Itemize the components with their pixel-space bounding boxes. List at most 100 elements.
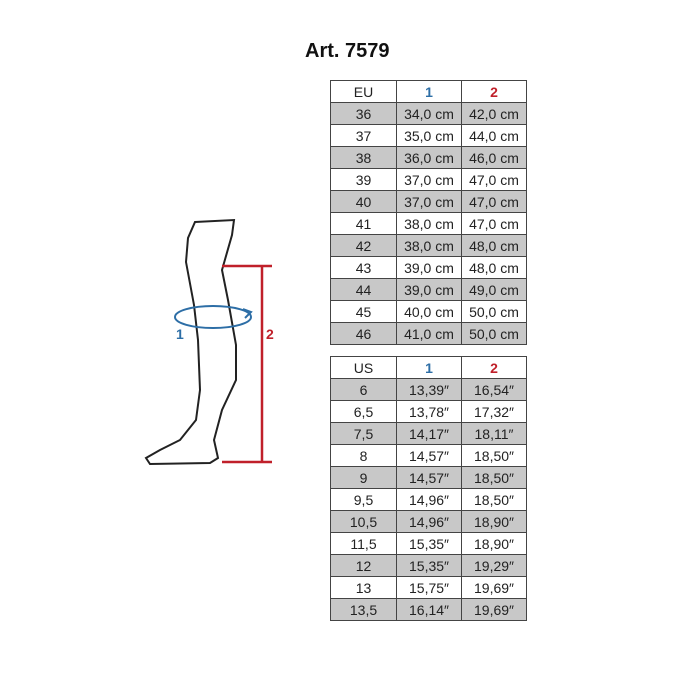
table-row: 12 15,35″ 19,29″	[330, 554, 527, 577]
table-cell: 42,0 cm	[461, 102, 527, 125]
table-cell: 14,57″	[396, 466, 462, 489]
table-cell: 15,35″	[396, 532, 462, 555]
table-cell: 40,0 cm	[396, 300, 462, 323]
table-row: 40 37,0 cm 47,0 cm	[330, 190, 527, 213]
table-cell: 46	[330, 322, 397, 345]
table-header: US 1 2	[330, 356, 527, 379]
table-cell: 41,0 cm	[396, 322, 462, 345]
table-cell: 38,0 cm	[396, 212, 462, 235]
table-cell: 18,50″	[461, 444, 527, 467]
header-cell: 2	[461, 356, 527, 379]
table-cell: 16,14″	[396, 598, 462, 621]
eu-size-table: EU 1 2 36 34,0 cm 42,0 cm 37 35,0 cm 44,0 cm 38 36…	[330, 80, 527, 345]
table-cell: 14,96″	[396, 510, 462, 533]
table-cell: 46,0 cm	[461, 146, 527, 169]
table-cell: 37	[330, 124, 397, 147]
header-cell: EU	[330, 80, 397, 103]
table-cell: 38	[330, 146, 397, 169]
table-cell: 47,0 cm	[461, 190, 527, 213]
table-cell: 48,0 cm	[461, 256, 527, 279]
table-cell: 35,0 cm	[396, 124, 462, 147]
table-row: 6 13,39″ 16,54″	[330, 378, 527, 401]
table-cell: 15,35″	[396, 554, 462, 577]
table-cell: 39,0 cm	[396, 256, 462, 279]
table-cell: 40	[330, 190, 397, 213]
table-cell: 19,29″	[461, 554, 527, 577]
table-cell: 37,0 cm	[396, 190, 462, 213]
table-row: 38 36,0 cm 46,0 cm	[330, 146, 527, 169]
table-cell: 37,0 cm	[396, 168, 462, 191]
table-header: EU 1 2	[330, 80, 527, 103]
table-cell: 17,32″	[461, 400, 527, 423]
table-cell: 39,0 cm	[396, 278, 462, 301]
measure-2-label: 2	[266, 326, 274, 342]
header-cell: 1	[396, 80, 462, 103]
table-cell: 13,5	[330, 598, 397, 621]
article-title: Art. 7579	[305, 40, 390, 62]
table-cell: 38,0 cm	[396, 234, 462, 257]
table-cell: 7,5	[330, 422, 397, 445]
table-cell: 10,5	[330, 510, 397, 533]
table-cell: 18,50″	[461, 466, 527, 489]
table-cell: 43	[330, 256, 397, 279]
table-row: 41 38,0 cm 47,0 cm	[330, 212, 527, 235]
table-row: 44 39,0 cm 49,0 cm	[330, 278, 527, 301]
table-cell: 15,75″	[396, 576, 462, 599]
table-cell: 11,5	[330, 532, 397, 555]
table-row: 10,5 14,96″ 18,90″	[330, 510, 527, 533]
table-cell: 36	[330, 102, 397, 125]
table-cell: 13	[330, 576, 397, 599]
header-cell: 1	[396, 356, 462, 379]
table-cell: 47,0 cm	[461, 212, 527, 235]
table-cell: 45	[330, 300, 397, 323]
table-cell: 39	[330, 168, 397, 191]
table-cell: 34,0 cm	[396, 102, 462, 125]
table-row: 36 34,0 cm 42,0 cm	[330, 102, 527, 125]
table-row: 42 38,0 cm 48,0 cm	[330, 234, 527, 257]
table-cell: 42	[330, 234, 397, 257]
table-row: 13 15,75″ 19,69″	[330, 576, 527, 599]
table-cell: 50,0 cm	[461, 300, 527, 323]
table-cell: 12	[330, 554, 397, 577]
table-row: 45 40,0 cm 50,0 cm	[330, 300, 527, 323]
header-cell: 2	[461, 80, 527, 103]
table-cell: 48,0 cm	[461, 234, 527, 257]
table-row: 8 14,57″ 18,50″	[330, 444, 527, 467]
table-cell: 14,57″	[396, 444, 462, 467]
table-cell: 44	[330, 278, 397, 301]
table-cell: 6,5	[330, 400, 397, 423]
us-size-table: US 1 2 6 13,39″ 16,54″ 6,5 13,78″ 17,32″ 7,5 14,17…	[330, 356, 527, 621]
table-cell: 18,11″	[461, 422, 527, 445]
table-cell: 14,17″	[396, 422, 462, 445]
table-row: 7,5 14,17″ 18,11″	[330, 422, 527, 445]
table-cell: 19,69″	[461, 598, 527, 621]
table-cell: 41	[330, 212, 397, 235]
table-cell: 19,69″	[461, 576, 527, 599]
table-cell: 18,90″	[461, 532, 527, 555]
circumference-arrow-icon	[174, 305, 252, 329]
table-row: 13,5 16,14″ 19,69″	[330, 598, 527, 621]
table-cell: 16,54″	[461, 378, 527, 401]
table-row: 46 41,0 cm 50,0 cm	[330, 322, 527, 345]
table-row: 43 39,0 cm 48,0 cm	[330, 256, 527, 279]
table-cell: 44,0 cm	[461, 124, 527, 147]
table-cell: 49,0 cm	[461, 278, 527, 301]
table-cell: 18,90″	[461, 510, 527, 533]
table-cell: 50,0 cm	[461, 322, 527, 345]
table-row: 11,5 15,35″ 18,90″	[330, 532, 527, 555]
table-row: 37 35,0 cm 44,0 cm	[330, 124, 527, 147]
table-cell: 14,96″	[396, 488, 462, 511]
table-cell: 36,0 cm	[396, 146, 462, 169]
table-row: 9 14,57″ 18,50″	[330, 466, 527, 489]
table-row: 9,5 14,96″ 18,50″	[330, 488, 527, 511]
measure-1-label: 1	[176, 326, 184, 342]
table-cell: 13,39″	[396, 378, 462, 401]
header-cell: US	[330, 356, 397, 379]
table-cell: 47,0 cm	[461, 168, 527, 191]
table-cell: 8	[330, 444, 397, 467]
table-cell: 9	[330, 466, 397, 489]
table-cell: 13,78″	[396, 400, 462, 423]
table-cell: 6	[330, 378, 397, 401]
table-row: 6,5 13,78″ 17,32″	[330, 400, 527, 423]
